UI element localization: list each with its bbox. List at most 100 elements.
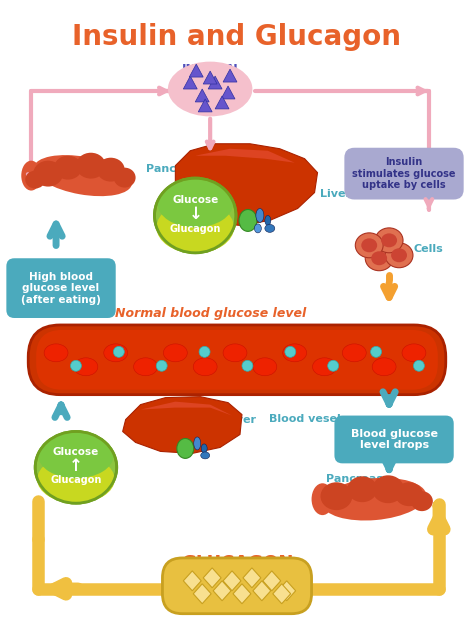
Polygon shape — [203, 71, 217, 84]
Polygon shape — [213, 581, 231, 601]
Polygon shape — [203, 568, 221, 588]
Polygon shape — [278, 581, 296, 601]
Ellipse shape — [34, 155, 132, 196]
Text: Normal blood glucose level: Normal blood glucose level — [115, 307, 306, 320]
Ellipse shape — [156, 360, 167, 372]
Ellipse shape — [256, 208, 264, 222]
Polygon shape — [198, 99, 212, 112]
Ellipse shape — [381, 234, 397, 248]
Ellipse shape — [113, 346, 124, 357]
Ellipse shape — [239, 210, 257, 232]
Ellipse shape — [44, 344, 68, 362]
FancyBboxPatch shape — [36, 330, 438, 390]
Ellipse shape — [74, 358, 98, 376]
Polygon shape — [273, 584, 291, 604]
FancyBboxPatch shape — [345, 147, 464, 199]
Polygon shape — [195, 149, 305, 175]
Polygon shape — [243, 568, 261, 588]
Text: Glucose: Glucose — [193, 411, 243, 422]
Ellipse shape — [199, 346, 210, 357]
Ellipse shape — [372, 358, 396, 376]
Ellipse shape — [283, 344, 307, 362]
Ellipse shape — [21, 161, 41, 191]
Ellipse shape — [320, 482, 352, 510]
Text: Cells: Cells — [414, 244, 444, 254]
Text: High blood
glucose level
(after eating): High blood glucose level (after eating) — [21, 272, 101, 304]
Polygon shape — [221, 86, 235, 99]
Ellipse shape — [33, 161, 63, 187]
Polygon shape — [263, 571, 281, 591]
Ellipse shape — [347, 476, 377, 502]
Ellipse shape — [223, 344, 247, 362]
Text: ↑: ↑ — [69, 457, 83, 475]
Text: Glucose: Glucose — [172, 194, 219, 204]
Ellipse shape — [104, 344, 128, 362]
Ellipse shape — [311, 483, 333, 515]
Polygon shape — [233, 584, 251, 604]
Ellipse shape — [402, 344, 426, 362]
Polygon shape — [183, 571, 201, 591]
Ellipse shape — [312, 358, 337, 376]
Ellipse shape — [342, 344, 366, 362]
Text: Insulin
stimulates glucose
uptake by cells: Insulin stimulates glucose uptake by cel… — [352, 157, 456, 191]
Ellipse shape — [134, 358, 157, 376]
Ellipse shape — [356, 233, 383, 258]
Polygon shape — [223, 69, 237, 82]
Ellipse shape — [177, 439, 194, 458]
Ellipse shape — [97, 158, 125, 182]
Text: Liver: Liver — [319, 189, 350, 199]
Ellipse shape — [391, 248, 407, 262]
Ellipse shape — [253, 358, 277, 376]
Text: Glucose: Glucose — [53, 448, 99, 458]
Ellipse shape — [371, 251, 387, 265]
Ellipse shape — [201, 452, 210, 459]
Ellipse shape — [114, 168, 136, 187]
Text: Pancreas: Pancreas — [326, 474, 383, 484]
Ellipse shape — [37, 455, 115, 503]
Text: Glucagon: Glucagon — [50, 475, 101, 486]
Ellipse shape — [38, 432, 114, 479]
Polygon shape — [215, 96, 229, 109]
Ellipse shape — [157, 180, 233, 227]
Ellipse shape — [155, 178, 236, 253]
Ellipse shape — [54, 156, 82, 180]
Text: Blood glucose
level drops: Blood glucose level drops — [351, 429, 438, 450]
Ellipse shape — [285, 346, 296, 357]
Polygon shape — [208, 76, 222, 89]
Ellipse shape — [255, 224, 261, 233]
Polygon shape — [141, 401, 232, 415]
Text: Pancreas: Pancreas — [146, 164, 202, 173]
Ellipse shape — [25, 171, 45, 189]
Text: Blood vesel: Blood vesel — [269, 413, 340, 423]
Ellipse shape — [201, 444, 207, 453]
Polygon shape — [253, 581, 271, 601]
FancyBboxPatch shape — [163, 558, 311, 613]
Text: Insulin and Glucagon: Insulin and Glucagon — [73, 23, 401, 51]
Ellipse shape — [265, 215, 271, 225]
Ellipse shape — [371, 346, 382, 357]
Ellipse shape — [193, 358, 217, 376]
Ellipse shape — [375, 228, 403, 253]
Ellipse shape — [385, 243, 413, 268]
Ellipse shape — [76, 153, 106, 179]
Polygon shape — [123, 397, 242, 453]
Polygon shape — [223, 571, 241, 591]
Polygon shape — [195, 89, 209, 102]
Ellipse shape — [35, 432, 117, 503]
Text: Liver: Liver — [225, 415, 256, 425]
FancyBboxPatch shape — [6, 258, 116, 318]
Text: Glucagon: Glucagon — [170, 224, 221, 234]
Polygon shape — [175, 144, 318, 225]
Ellipse shape — [164, 344, 187, 362]
Polygon shape — [183, 76, 197, 89]
Polygon shape — [193, 584, 211, 604]
Ellipse shape — [372, 475, 404, 503]
Ellipse shape — [242, 360, 253, 372]
FancyBboxPatch shape — [335, 415, 454, 463]
Ellipse shape — [156, 201, 234, 253]
Ellipse shape — [395, 482, 423, 506]
Ellipse shape — [411, 491, 433, 511]
FancyBboxPatch shape — [28, 325, 446, 394]
Text: ↓: ↓ — [188, 204, 202, 222]
Ellipse shape — [413, 360, 424, 372]
